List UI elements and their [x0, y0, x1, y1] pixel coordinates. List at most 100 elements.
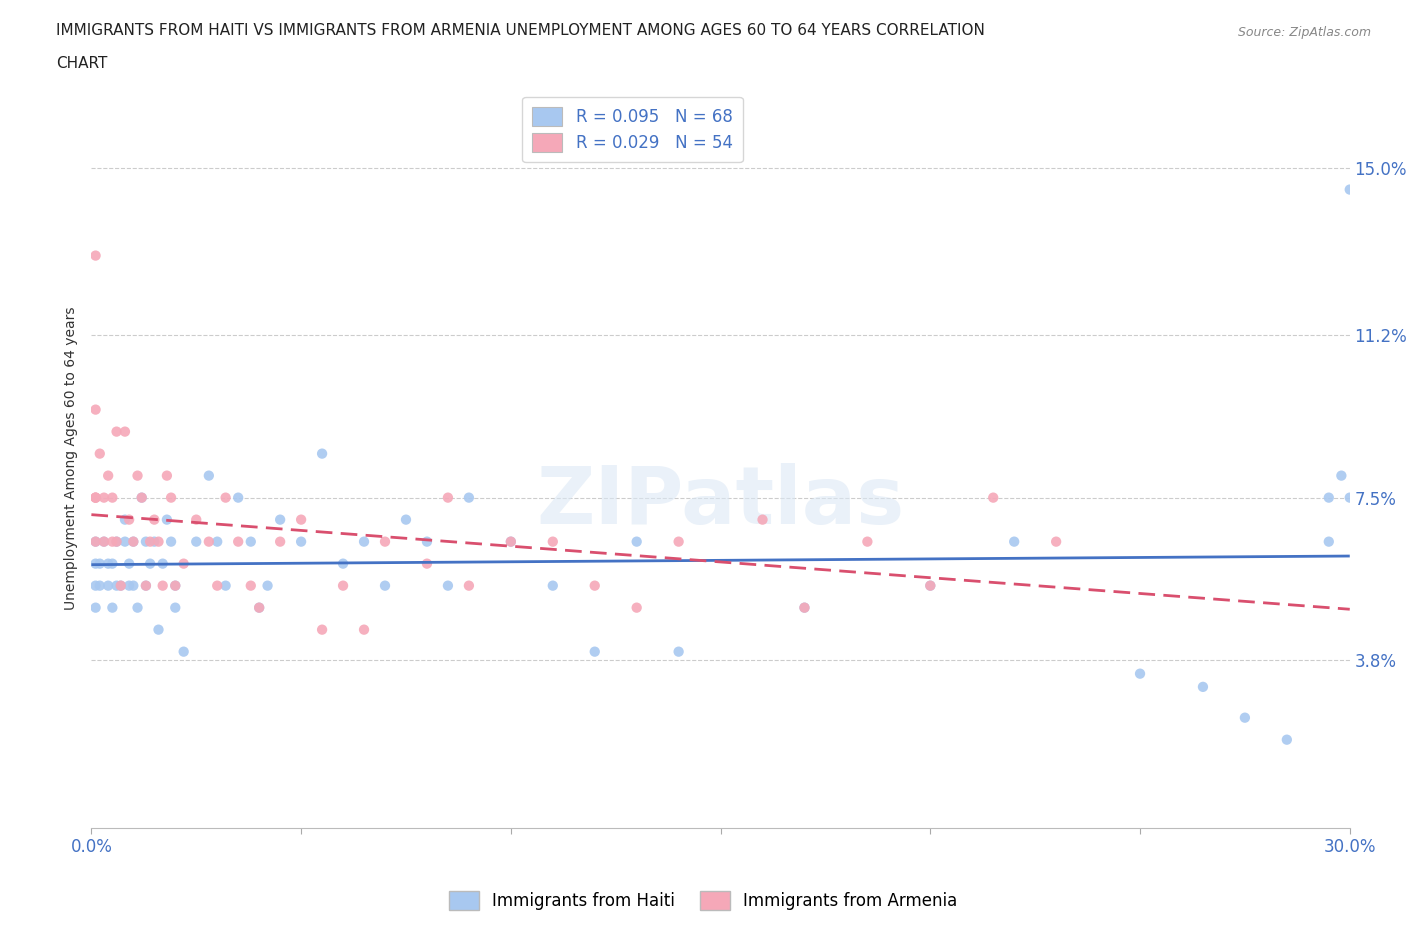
Point — [122, 534, 145, 549]
Point — [198, 468, 221, 483]
Point — [920, 578, 942, 593]
Point — [247, 600, 270, 615]
Point — [105, 578, 128, 593]
Point — [97, 556, 120, 571]
Point — [198, 534, 221, 549]
Point — [416, 534, 439, 549]
Point — [105, 534, 128, 549]
Point — [583, 644, 606, 659]
Point — [105, 424, 128, 439]
Point — [118, 578, 141, 593]
Point — [89, 578, 111, 593]
Point — [499, 534, 522, 549]
Point — [793, 600, 815, 615]
Point — [256, 578, 278, 593]
Point — [118, 556, 141, 571]
Point — [205, 578, 228, 593]
Point — [156, 512, 179, 527]
Point — [122, 534, 145, 549]
Point — [101, 600, 124, 615]
Point — [311, 622, 333, 637]
Point — [332, 578, 354, 593]
Point — [751, 512, 773, 527]
Legend: R = 0.095   N = 68, R = 0.029   N = 54: R = 0.095 N = 68, R = 0.029 N = 54 — [522, 97, 742, 162]
Point — [239, 534, 262, 549]
Point — [84, 490, 107, 505]
Point — [226, 490, 249, 505]
Point — [239, 578, 262, 593]
Point — [186, 512, 208, 527]
Point — [920, 578, 942, 593]
Point — [143, 534, 166, 549]
Point — [856, 534, 879, 549]
Point — [84, 534, 107, 549]
Point — [541, 578, 564, 593]
Point — [165, 600, 187, 615]
Point — [84, 490, 107, 505]
Y-axis label: Unemployment Among Ages 60 to 64 years: Unemployment Among Ages 60 to 64 years — [63, 306, 77, 610]
Point — [139, 556, 162, 571]
Point — [93, 534, 115, 549]
Point — [135, 578, 157, 593]
Point — [332, 556, 354, 571]
Point — [793, 600, 815, 615]
Point — [374, 534, 396, 549]
Point — [152, 578, 174, 593]
Point — [97, 468, 120, 483]
Point — [290, 534, 312, 549]
Point — [110, 578, 132, 593]
Point — [353, 534, 375, 549]
Text: Source: ZipAtlas.com: Source: ZipAtlas.com — [1237, 26, 1371, 39]
Point — [84, 402, 107, 417]
Point — [84, 556, 107, 571]
Point — [101, 534, 124, 549]
Point — [269, 512, 291, 527]
Point — [114, 534, 136, 549]
Point — [374, 578, 396, 593]
Point — [135, 578, 157, 593]
Point — [93, 534, 115, 549]
Text: CHART: CHART — [56, 56, 108, 71]
Point — [1275, 732, 1298, 747]
Point — [131, 490, 153, 505]
Point — [214, 490, 236, 505]
Point — [160, 490, 183, 505]
Point — [1317, 490, 1340, 505]
Point — [311, 446, 333, 461]
Point — [1317, 534, 1340, 549]
Point — [214, 578, 236, 593]
Point — [101, 556, 124, 571]
Point — [127, 468, 149, 483]
Point — [139, 534, 162, 549]
Point — [84, 534, 107, 549]
Point — [93, 490, 115, 505]
Point — [186, 534, 208, 549]
Point — [499, 534, 522, 549]
Point — [437, 578, 460, 593]
Point — [541, 534, 564, 549]
Point — [269, 534, 291, 549]
Point — [84, 578, 107, 593]
Point — [118, 512, 141, 527]
Point — [395, 512, 418, 527]
Point — [981, 490, 1004, 505]
Point — [173, 644, 195, 659]
Point — [135, 534, 157, 549]
Point — [247, 600, 270, 615]
Point — [457, 490, 479, 505]
Point — [84, 248, 107, 263]
Point — [416, 556, 439, 571]
Legend: Immigrants from Haiti, Immigrants from Armenia: Immigrants from Haiti, Immigrants from A… — [441, 884, 965, 917]
Point — [205, 534, 228, 549]
Point — [1002, 534, 1025, 549]
Point — [97, 578, 120, 593]
Point — [156, 468, 179, 483]
Point — [101, 490, 124, 505]
Point — [160, 534, 183, 549]
Point — [127, 600, 149, 615]
Point — [668, 644, 690, 659]
Point — [353, 622, 375, 637]
Point — [105, 534, 128, 549]
Point — [148, 622, 170, 637]
Point — [1339, 490, 1361, 505]
